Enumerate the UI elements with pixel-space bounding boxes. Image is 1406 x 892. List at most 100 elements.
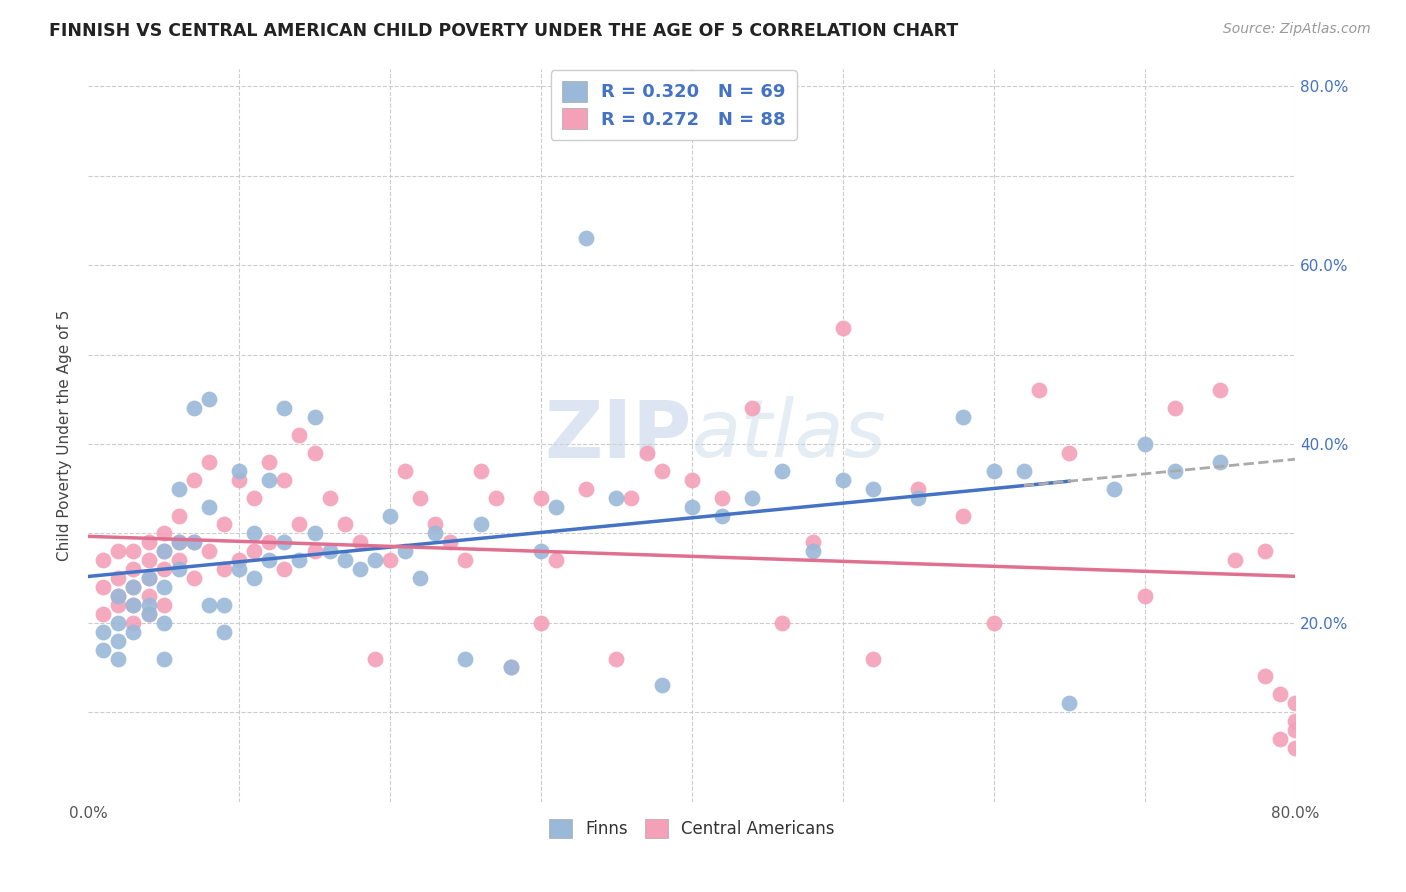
Point xyxy=(183,535,205,549)
Point xyxy=(122,624,145,639)
Point xyxy=(152,615,174,630)
Point xyxy=(409,491,432,505)
Point xyxy=(152,544,174,558)
Point xyxy=(470,464,492,478)
Point xyxy=(1057,446,1080,460)
Point xyxy=(952,410,974,425)
Point xyxy=(620,491,643,505)
Point xyxy=(983,615,1005,630)
Point xyxy=(152,544,174,558)
Point xyxy=(1164,401,1187,416)
Point xyxy=(831,473,853,487)
Point xyxy=(1270,687,1292,701)
Point xyxy=(198,392,221,407)
Point xyxy=(364,553,387,567)
Point xyxy=(485,491,508,505)
Point xyxy=(152,562,174,576)
Point xyxy=(138,553,160,567)
Point xyxy=(243,544,266,558)
Point xyxy=(333,553,356,567)
Point xyxy=(122,598,145,612)
Point xyxy=(122,580,145,594)
Point xyxy=(107,651,129,665)
Point xyxy=(107,589,129,603)
Point xyxy=(122,562,145,576)
Point xyxy=(288,428,311,442)
Point xyxy=(122,544,145,558)
Point xyxy=(91,553,114,567)
Point xyxy=(1254,544,1277,558)
Point xyxy=(1012,464,1035,478)
Point xyxy=(394,544,416,558)
Point xyxy=(138,571,160,585)
Point xyxy=(530,615,553,630)
Point xyxy=(138,535,160,549)
Point xyxy=(183,571,205,585)
Point xyxy=(167,508,190,523)
Point xyxy=(243,491,266,505)
Point xyxy=(711,491,734,505)
Point xyxy=(212,624,235,639)
Point xyxy=(425,526,447,541)
Point xyxy=(544,553,567,567)
Point xyxy=(138,598,160,612)
Point xyxy=(167,535,190,549)
Point xyxy=(605,491,627,505)
Point xyxy=(364,651,387,665)
Point xyxy=(711,508,734,523)
Point xyxy=(273,401,295,416)
Point xyxy=(122,615,145,630)
Point xyxy=(228,553,250,567)
Point xyxy=(198,598,221,612)
Point xyxy=(907,482,929,496)
Point xyxy=(167,482,190,496)
Point xyxy=(1284,740,1306,755)
Point xyxy=(907,491,929,505)
Point xyxy=(318,491,340,505)
Point xyxy=(394,464,416,478)
Point xyxy=(257,455,280,469)
Point xyxy=(138,607,160,621)
Point xyxy=(409,571,432,585)
Point xyxy=(212,598,235,612)
Point xyxy=(198,455,221,469)
Point xyxy=(1164,464,1187,478)
Text: atlas: atlas xyxy=(692,396,887,474)
Point xyxy=(183,473,205,487)
Text: ZIP: ZIP xyxy=(544,396,692,474)
Point xyxy=(107,544,129,558)
Point xyxy=(454,553,477,567)
Point xyxy=(1133,589,1156,603)
Point xyxy=(1284,714,1306,728)
Point xyxy=(273,535,295,549)
Point xyxy=(983,464,1005,478)
Point xyxy=(1284,696,1306,710)
Point xyxy=(257,473,280,487)
Point xyxy=(243,526,266,541)
Point xyxy=(257,535,280,549)
Point xyxy=(304,526,326,541)
Point xyxy=(228,464,250,478)
Point xyxy=(228,473,250,487)
Point xyxy=(741,491,763,505)
Point xyxy=(605,651,627,665)
Point xyxy=(1209,455,1232,469)
Point xyxy=(228,562,250,576)
Point xyxy=(530,491,553,505)
Point xyxy=(288,517,311,532)
Point xyxy=(651,464,673,478)
Point xyxy=(1057,696,1080,710)
Point xyxy=(681,500,703,514)
Point xyxy=(167,562,190,576)
Point xyxy=(1284,723,1306,737)
Point xyxy=(651,678,673,692)
Point xyxy=(952,508,974,523)
Point xyxy=(499,660,522,674)
Point xyxy=(349,562,371,576)
Point xyxy=(183,401,205,416)
Point xyxy=(212,562,235,576)
Point xyxy=(1028,384,1050,398)
Point xyxy=(378,508,401,523)
Point xyxy=(575,231,598,245)
Point xyxy=(91,607,114,621)
